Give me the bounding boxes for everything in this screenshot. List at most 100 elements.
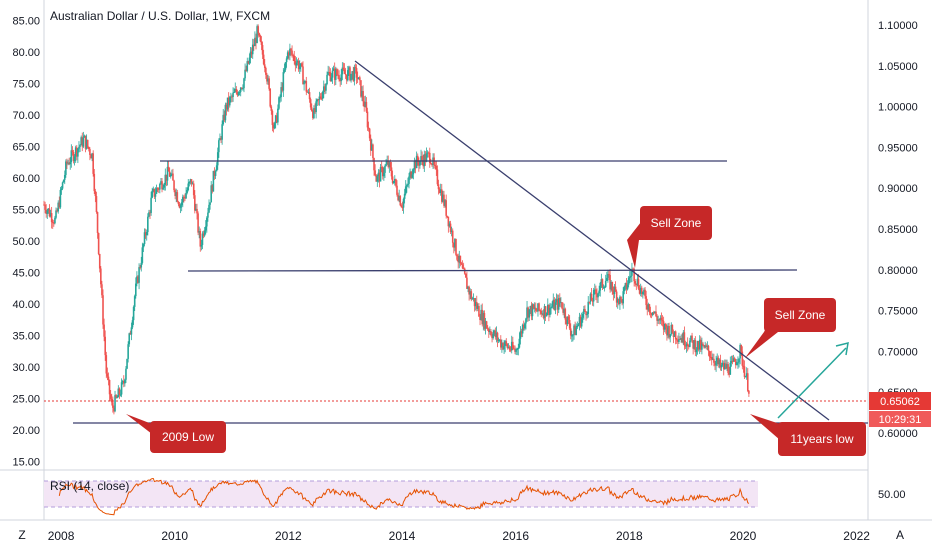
candle-body bbox=[501, 343, 503, 348]
candle-body bbox=[227, 97, 230, 106]
candle-body bbox=[309, 99, 312, 108]
candle-body bbox=[149, 212, 151, 214]
candle-body bbox=[557, 298, 560, 310]
candle-body bbox=[712, 358, 714, 360]
candle-body bbox=[534, 307, 537, 311]
candle-body bbox=[328, 71, 331, 73]
candle-body bbox=[631, 268, 633, 276]
candle-body bbox=[355, 68, 358, 78]
candle-body bbox=[428, 152, 431, 164]
candle-body bbox=[336, 69, 338, 75]
candle-body bbox=[216, 152, 219, 166]
right-axis-tick-label: 1.05000 bbox=[878, 61, 918, 73]
candle-body bbox=[481, 309, 484, 325]
candle-body bbox=[632, 268, 634, 270]
time-axis-tick-label: 2016 bbox=[502, 529, 529, 543]
candle-body bbox=[116, 397, 119, 399]
candle-body bbox=[228, 97, 231, 106]
candle-body bbox=[683, 332, 686, 346]
candle-body bbox=[389, 162, 392, 168]
candle-body bbox=[197, 213, 199, 233]
candle-body bbox=[312, 110, 314, 119]
candle-body bbox=[369, 138, 372, 151]
candle-body bbox=[105, 355, 108, 374]
candle-body bbox=[412, 169, 415, 175]
candle-body bbox=[615, 291, 618, 303]
candle-body bbox=[181, 196, 184, 203]
projection-arrow-line[interactable] bbox=[777, 347, 847, 419]
candle-body bbox=[377, 172, 380, 177]
candle-body bbox=[43, 204, 45, 206]
candle-body bbox=[73, 156, 76, 162]
descending-trendline[interactable] bbox=[354, 60, 830, 421]
candle-body bbox=[48, 208, 51, 217]
candle-body bbox=[503, 345, 505, 350]
candle-body bbox=[201, 233, 204, 245]
candle-body bbox=[474, 301, 477, 307]
candle-body bbox=[325, 84, 327, 91]
right-axis-tick-label: 0.85000 bbox=[878, 224, 918, 236]
candle-body bbox=[685, 343, 688, 347]
candle-body bbox=[587, 301, 590, 314]
candle-body bbox=[237, 92, 240, 96]
candle-body bbox=[390, 167, 393, 177]
low-2009-callout[interactable]: 2009 Low bbox=[126, 414, 226, 453]
candle-body bbox=[646, 305, 649, 310]
candle-body bbox=[703, 344, 705, 348]
candle-body bbox=[262, 54, 265, 65]
corner-right-label[interactable]: A bbox=[896, 528, 904, 542]
sell-zone-callout-2[interactable]: Sell Zone bbox=[745, 298, 836, 358]
candle-body bbox=[297, 60, 300, 70]
candle-body bbox=[395, 179, 397, 186]
candle-body bbox=[486, 328, 489, 330]
candle-body bbox=[680, 338, 682, 340]
candle-body bbox=[687, 345, 690, 347]
candle-body bbox=[168, 171, 171, 177]
low-11y-callout[interactable]: 11years low bbox=[750, 414, 866, 456]
candle-body bbox=[596, 293, 598, 298]
resistance-line-mid[interactable] bbox=[187, 269, 798, 272]
candle-body bbox=[480, 309, 482, 321]
sell-zone-callout-1[interactable]: Sell Zone bbox=[627, 206, 712, 268]
candle-body bbox=[677, 339, 679, 342]
candle-body bbox=[363, 101, 366, 107]
candle-body bbox=[150, 197, 152, 213]
candle-body bbox=[283, 69, 286, 73]
price-badge-label: 0.65062 bbox=[880, 396, 920, 408]
candle-body bbox=[341, 67, 344, 75]
candle-body bbox=[475, 301, 478, 309]
candle-body bbox=[549, 308, 551, 315]
candle-body bbox=[716, 357, 718, 361]
left-axis-tick-label: 30.00 bbox=[12, 362, 40, 374]
candle-body bbox=[165, 174, 168, 181]
candle-body bbox=[510, 341, 513, 351]
candle-body bbox=[310, 107, 313, 111]
candle-body bbox=[650, 313, 653, 316]
candle-body bbox=[353, 67, 356, 81]
candle-body bbox=[472, 298, 475, 300]
rsi-band bbox=[44, 481, 758, 507]
candle-body bbox=[684, 345, 687, 347]
candle-body bbox=[473, 298, 476, 307]
candle-body bbox=[219, 138, 221, 141]
candle-body bbox=[447, 216, 450, 227]
candle-body bbox=[95, 196, 98, 213]
candle-body bbox=[513, 348, 515, 350]
candle-body bbox=[500, 339, 502, 348]
candle-body bbox=[737, 362, 739, 364]
candle-body bbox=[589, 293, 592, 302]
candle-body bbox=[591, 300, 594, 302]
rsi-title[interactable]: RSI (14, close) bbox=[50, 479, 129, 493]
candle-body bbox=[162, 187, 164, 190]
candle-body bbox=[613, 286, 616, 295]
candle-body bbox=[212, 170, 215, 192]
symbol-title[interactable]: Australian Dollar / U.S. Dollar, 1W, FXC… bbox=[50, 9, 270, 23]
candle-body bbox=[657, 319, 659, 321]
candle-body bbox=[308, 92, 311, 100]
candle-body bbox=[317, 99, 320, 101]
corner-left-label[interactable]: Z bbox=[18, 528, 25, 542]
candle-body bbox=[241, 87, 243, 89]
candle-body bbox=[744, 376, 747, 378]
